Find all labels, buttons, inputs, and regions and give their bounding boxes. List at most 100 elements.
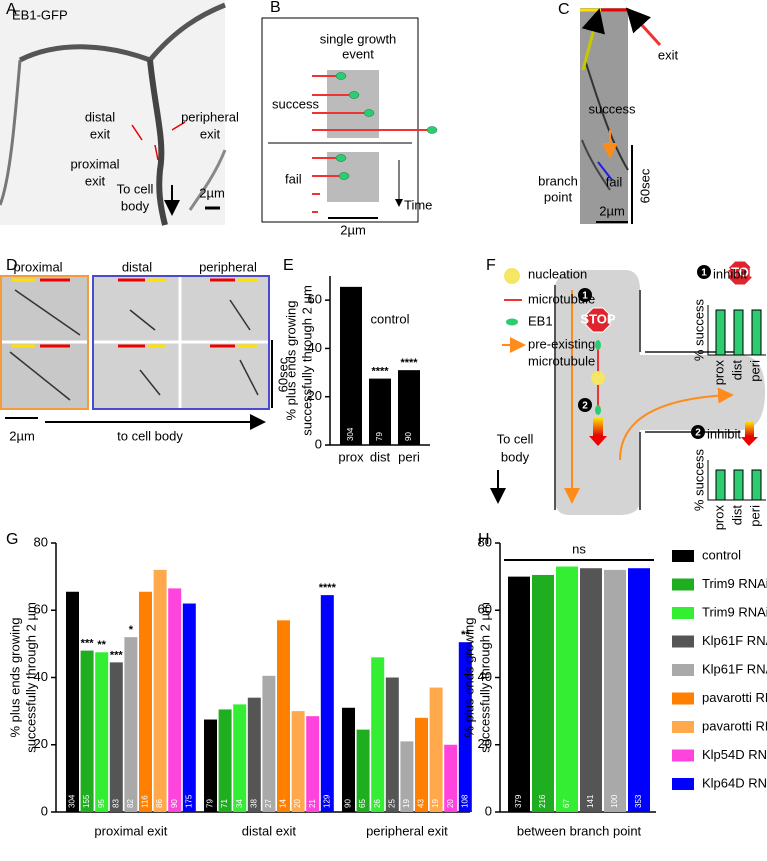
inset-category: peri (747, 360, 762, 382)
bar (139, 591, 152, 812)
n-label: 100 (610, 794, 619, 808)
bar (109, 662, 123, 812)
label: event (342, 46, 374, 61)
legend-swatch (672, 721, 694, 733)
legend-swatch (672, 778, 694, 790)
n-label: 216 (538, 794, 547, 808)
bar (415, 717, 428, 812)
x-tick-label: dist (370, 449, 391, 464)
legend-label: Klp61F RNAi 2 (702, 661, 767, 676)
n-label: 90 (344, 799, 353, 808)
inset-ylabel: % success (691, 448, 706, 511)
y-axis-label: successfully through 2 µm (299, 285, 314, 436)
y-tick-label: 80 (478, 534, 492, 549)
bar (306, 716, 320, 812)
label: proximal (70, 156, 119, 171)
y-tick-label: 40 (478, 669, 492, 684)
n-label: 353 (634, 794, 643, 808)
y-tick-label: 20 (308, 388, 322, 403)
inset-category: prox (711, 505, 726, 531)
bar (277, 620, 290, 812)
step-number: 1 (701, 268, 707, 279)
panel-b-schematic (261, 17, 438, 223)
bar (371, 657, 385, 812)
legend-label: Klp61F RNAi 1 (702, 633, 767, 648)
bar (153, 569, 167, 812)
legend-label: Trim9 RNAi 1 (702, 576, 767, 591)
scale-label: 2µm (599, 203, 625, 218)
bar (556, 566, 578, 812)
label: To cell (497, 431, 534, 446)
n-label: 20 (446, 799, 455, 808)
legend-label: control (702, 547, 741, 562)
label: single growth (320, 31, 397, 46)
inset-category: prox (711, 360, 726, 386)
legend-label: microtubule (528, 291, 595, 306)
bar (168, 588, 182, 812)
n-label: 95 (97, 799, 106, 808)
label: point (544, 189, 573, 204)
legend-label: pavarotti RNAi 1 (702, 690, 767, 705)
bar (320, 595, 334, 812)
panel-letter: F (486, 257, 496, 274)
y-axis-label: % plus ends growing (461, 618, 476, 738)
label: peripheral (181, 109, 239, 124)
n-label: 79 (206, 799, 215, 808)
bar (95, 652, 109, 812)
n-label: 71 (220, 799, 229, 808)
x-tick-label: proximal exit (94, 823, 167, 838)
n-label: 129 (322, 794, 331, 808)
bar (182, 603, 196, 812)
bar (444, 744, 458, 812)
label: success (272, 96, 319, 111)
label: To cell (117, 181, 154, 196)
bar (218, 709, 232, 812)
n-label: 26 (373, 799, 382, 808)
n-label: 175 (184, 794, 193, 808)
bar (532, 574, 554, 812)
panel-letter: H (478, 531, 490, 548)
legend-swatch (672, 578, 694, 591)
label: fail (606, 174, 623, 189)
label: exit (85, 173, 106, 188)
legend-swatch (672, 664, 694, 676)
y-axis-label: successfully through 2 µm (23, 602, 38, 753)
y-tick-label: 40 (34, 669, 48, 684)
n-label: 82 (126, 799, 135, 808)
x-tick-label: between branch point (517, 823, 642, 838)
legend-label: nucleation (528, 266, 587, 281)
bar (342, 707, 355, 812)
inset-category: dist (729, 360, 744, 381)
panel-d-images (0, 275, 273, 430)
y-axis-label: successfully through 2 µm (477, 602, 492, 753)
n-label: 19 (431, 799, 440, 808)
panel-c-kymograph (580, 7, 662, 224)
bar (124, 637, 138, 812)
inset-ylabel: % success (691, 298, 706, 361)
n-label: 379 (514, 794, 523, 808)
label: Time (404, 197, 432, 212)
label: success (589, 101, 636, 116)
image-label: EB1-GFP (12, 7, 68, 22)
n-label: 21 (308, 799, 317, 808)
bar (204, 719, 217, 812)
y-tick-label: 20 (478, 736, 492, 751)
n-label: 116 (141, 795, 150, 808)
chart-title: control (370, 311, 409, 326)
panel-f-diagram (490, 260, 766, 515)
bar (580, 568, 602, 812)
time-label: 60sec (637, 168, 652, 203)
bar (400, 741, 414, 812)
bar (233, 704, 247, 812)
bar (80, 650, 94, 812)
y-axis-label: % plus ends growing (7, 618, 22, 738)
inset-category: peri (747, 505, 762, 527)
legend-swatch (672, 635, 694, 648)
column-label: peripheral (199, 259, 257, 274)
y-axis-label: % plus ends growing (283, 301, 298, 421)
n-label: 86 (155, 799, 164, 808)
bar (628, 568, 650, 812)
label: to cell body (117, 428, 183, 443)
label: exit (200, 126, 221, 141)
n-label: 155 (82, 794, 91, 808)
